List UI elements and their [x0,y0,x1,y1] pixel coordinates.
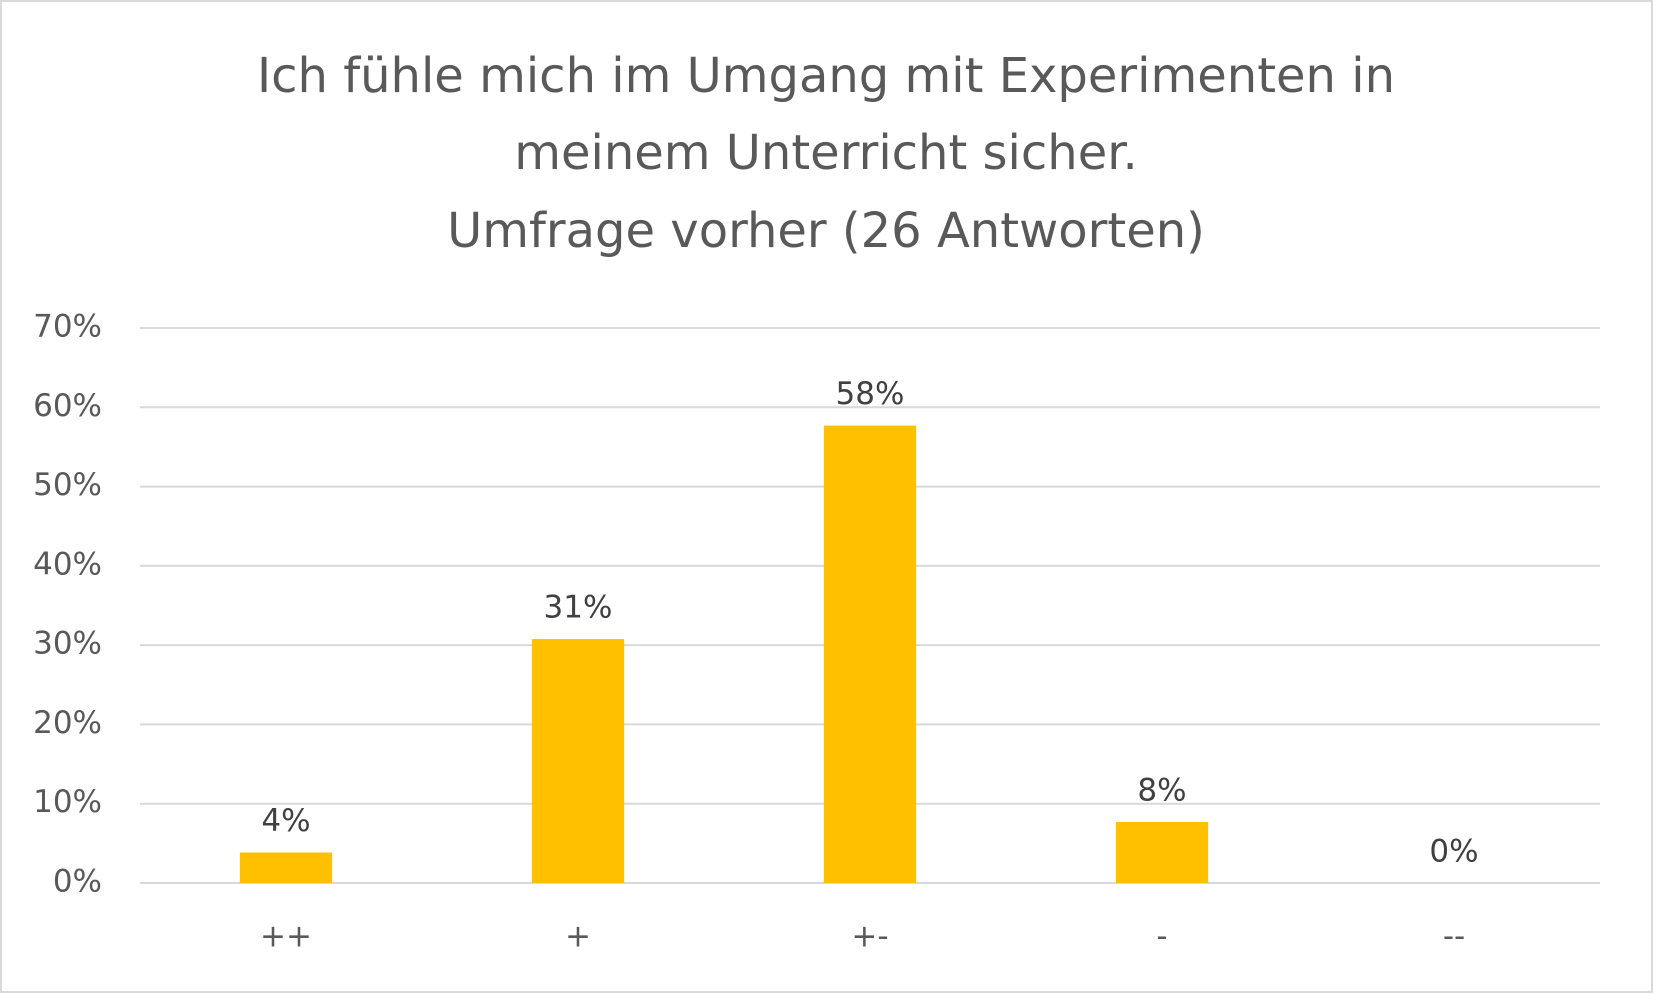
x-tick-label: ++ [260,919,312,955]
y-tick-label: 0% [53,864,102,900]
x-tick-label: -- [1443,919,1465,955]
y-tick-label: 20% [33,705,102,741]
x-tick-label: + [565,919,591,955]
x-tick-label: - [1156,919,1167,955]
bar [823,425,917,883]
y-tick-label: 60% [33,388,102,424]
bar [239,852,333,883]
bar [1115,822,1209,883]
value-label: 8% [1137,773,1186,809]
value-label: 58% [836,376,905,412]
chart-subtitle: Umfrage vorher (26 Antworten) [447,203,1205,259]
bar [531,639,625,883]
value-label: 4% [261,803,310,839]
chart-title: Ich fühle mich im Umgang mit Experimente… [257,48,1395,104]
y-tick-label: 30% [33,626,102,662]
y-tick-label: 40% [33,546,102,582]
y-tick-label: 50% [33,467,102,503]
value-label: 31% [544,590,613,626]
y-tick-label: 70% [33,309,102,345]
value-label: 0% [1429,834,1478,870]
x-tick-label: +- [851,919,888,955]
chart-title: meinem Unterricht sicher. [514,125,1138,181]
y-tick-label: 10% [33,784,102,820]
